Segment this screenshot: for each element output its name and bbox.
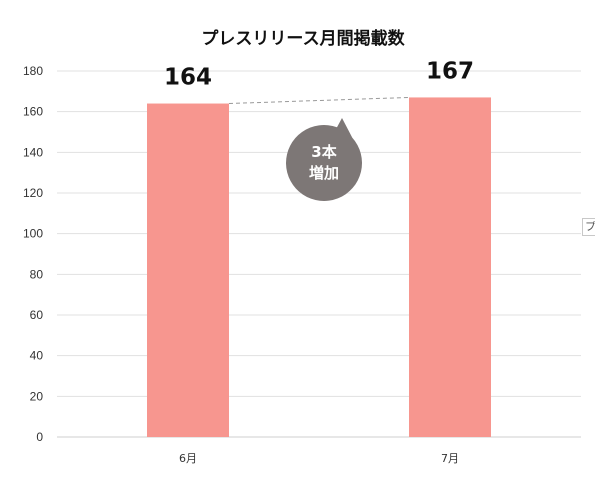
data-labels: 164 167 [164,58,474,90]
data-label: 167 [426,58,474,84]
y-tick-label: 160 [23,105,43,119]
y-axis-ticks: 0 20 40 60 80 100 120 140 160 180 [23,64,43,444]
bubble-line-2: 増加 [309,164,339,182]
y-tick-label: 40 [30,349,44,363]
x-category-label: 6月 [179,452,197,465]
y-tick-label: 180 [23,64,43,78]
chart-title: プレスリリース月間掲載数 [201,28,405,49]
side-panel-tab[interactable]: プ [582,218,595,236]
y-tick-label: 0 [36,430,43,444]
difference-bubble: 3本 増加 [285,118,362,201]
speech-bubble-shape [285,118,362,201]
bubble-line-1: 3本 [311,143,336,161]
bar [409,97,491,437]
y-tick-label: 60 [30,308,44,322]
y-tick-label: 140 [23,145,43,159]
y-tick-label: 80 [30,267,44,281]
bar [147,103,229,438]
connector-line [228,96,410,105]
bars [147,97,491,438]
y-tick-label: 20 [30,389,44,403]
gridlines [57,70,581,397]
x-category-label: 7月 [441,452,459,465]
y-tick-label: 120 [23,186,43,200]
x-axis-categories: 6月 7月 [179,452,459,465]
data-label: 164 [164,65,212,91]
y-tick-label: 100 [23,227,43,241]
